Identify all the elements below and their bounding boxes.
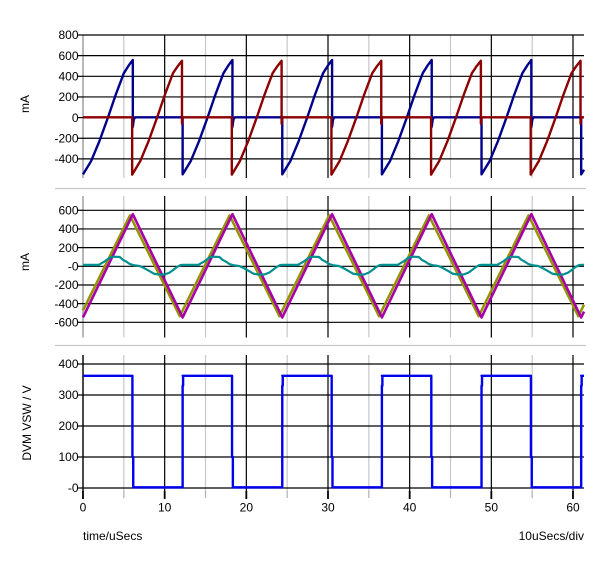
x-axis-scale-label: 10uSecs/div: [518, 529, 584, 543]
x-tick-label: 50: [485, 501, 499, 515]
series-magnetizing-current: [83, 255, 585, 276]
x-axis: 0 10 20 30 40 50 60: [80, 491, 580, 515]
y-tick-label: 400: [58, 70, 78, 84]
y-tick-label: 0: [72, 111, 79, 125]
y-tick-label: 600: [58, 203, 78, 217]
plot-switch-node-voltage: 400 300 200 100 -0: [58, 355, 585, 495]
y-axis-unit-middle: mA: [18, 253, 32, 271]
x-axis-label: time/uSecs: [83, 529, 143, 543]
y-tick-label: 600: [58, 49, 78, 63]
y-tick-label: 200: [58, 419, 78, 433]
y-tick-label: 800: [58, 28, 78, 42]
series-cap-ripple-current: [81, 214, 586, 318]
x-tick-label: 20: [240, 501, 254, 515]
y-tick-label: -0: [68, 260, 79, 274]
series-vsw-voltage: [83, 374, 585, 489]
x-tick-label: 40: [403, 501, 417, 515]
y-tick-label: -600: [54, 316, 78, 330]
x-tick-label: 10: [158, 501, 172, 515]
y-tick-label: -200: [54, 278, 78, 292]
y-axis-unit-bottom: DVM VSW / V: [20, 385, 34, 461]
plot-phase-currents: 800 600 400 200 0 -200 -400: [54, 28, 586, 178]
x-tick-label: 0: [80, 501, 87, 515]
y-tick-label: -0: [68, 481, 79, 495]
series-phase1-inductor-current: [81, 58, 586, 176]
y-tick-label: -400: [54, 297, 78, 311]
y-tick-label: 200: [58, 241, 78, 255]
x-tick-label: 60: [566, 501, 580, 515]
series-phase2-inductor-current: [83, 59, 585, 176]
y-tick-label: 300: [58, 388, 78, 402]
y-tick-label: 400: [58, 357, 78, 371]
series-output-ripple-current: [81, 212, 586, 319]
y-tick-label: -400: [54, 152, 78, 166]
y-axis-unit-top: mA: [18, 95, 32, 113]
plot-ripple-currents: 600 400 200 -0 -200 -400 -600: [54, 196, 586, 338]
y-tick-label: 400: [58, 222, 78, 236]
y-tick-label: 200: [58, 90, 78, 104]
y-tick-label: 100: [58, 450, 78, 464]
x-tick-label: 30: [321, 501, 335, 515]
y-tick-label: -200: [54, 131, 78, 145]
